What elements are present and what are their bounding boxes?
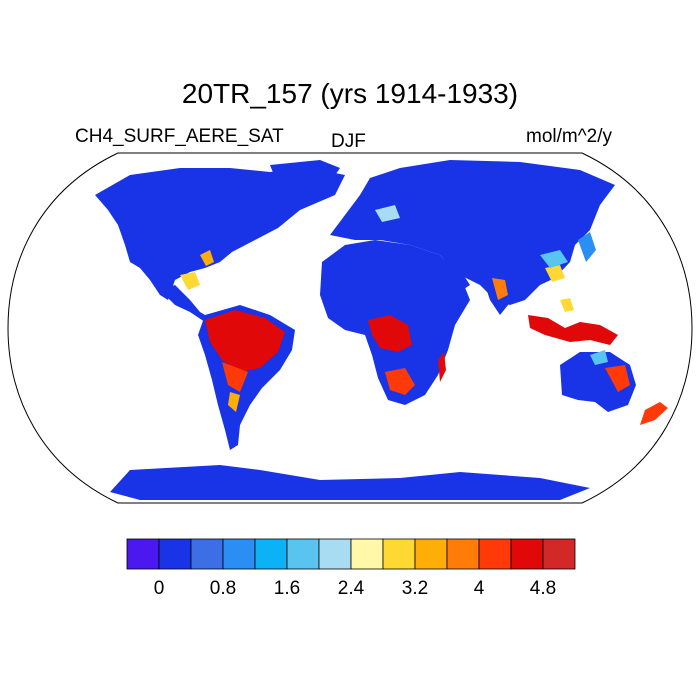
colorbar-tick-label: 3.2 bbox=[401, 578, 429, 599]
colorbar-swatch bbox=[382, 538, 416, 570]
colorbar-swatch bbox=[510, 538, 544, 570]
greenland bbox=[270, 160, 340, 205]
colorbar-swatch bbox=[414, 538, 448, 570]
colorbar-swatch bbox=[478, 538, 512, 570]
season-label: DJF bbox=[331, 131, 366, 152]
colorbar-swatch bbox=[350, 538, 384, 570]
colorbar-swatch bbox=[254, 538, 288, 570]
colorbar-swatch bbox=[222, 538, 256, 570]
north-america bbox=[95, 168, 345, 300]
new-zealand bbox=[640, 402, 668, 425]
units-label: mol/m^2/y bbox=[526, 126, 612, 147]
colorbar-swatch bbox=[126, 538, 160, 570]
colorbar-tick-label: 4 bbox=[473, 578, 485, 599]
colorbar-swatch bbox=[446, 538, 480, 570]
eurasia bbox=[330, 160, 615, 305]
map-title: 20TR_157 (yrs 1914-1933) bbox=[181, 78, 519, 109]
japan bbox=[578, 232, 596, 262]
colorbar-tick-label: 4.8 bbox=[529, 578, 557, 599]
variable-label: CH4_SURF_AERE_SAT bbox=[75, 126, 284, 147]
colorbar-swatch bbox=[318, 538, 352, 570]
colorbar-tick-label: 0 bbox=[153, 578, 165, 599]
central-america bbox=[160, 285, 210, 322]
maritime-asia bbox=[528, 315, 618, 345]
colorbar-swatch bbox=[158, 538, 192, 570]
colorbar-swatch bbox=[190, 538, 224, 570]
emission-hotspots bbox=[180, 205, 630, 412]
arabia-india bbox=[430, 255, 512, 315]
madagascar bbox=[438, 352, 446, 382]
colorbar-swatch bbox=[542, 538, 576, 570]
colorbar-tick-label: 1.6 bbox=[273, 578, 301, 599]
colorbar-swatch bbox=[286, 538, 320, 570]
antarctica bbox=[110, 465, 590, 500]
colorbar-tick-label: 2.4 bbox=[337, 578, 365, 599]
colorbar-tick-label: 0.8 bbox=[209, 578, 237, 599]
